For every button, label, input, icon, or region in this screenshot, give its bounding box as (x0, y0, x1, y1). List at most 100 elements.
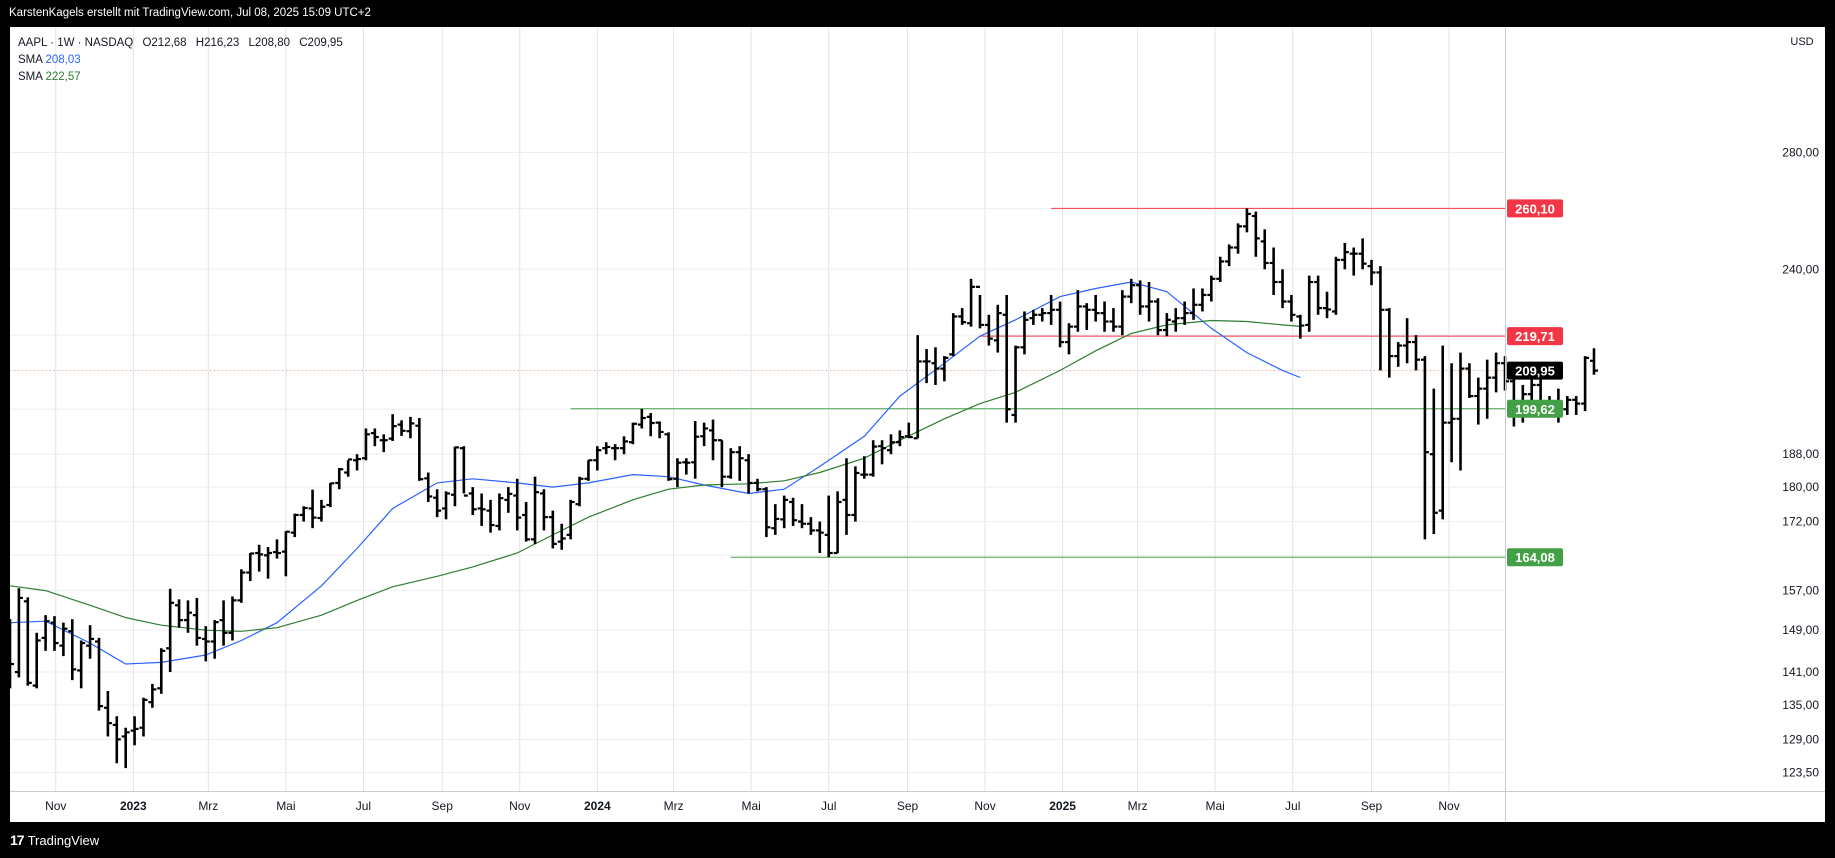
ohlc-bar (1091, 294, 1100, 322)
y-tick-label: 188,00 (1782, 447, 1819, 461)
ohlc-bar (299, 506, 308, 522)
ohlc-bar (201, 626, 210, 662)
ohlc-bar (10, 619, 14, 689)
ohlc-bar (290, 513, 299, 538)
ohlc-bar (628, 422, 637, 445)
legend-sma-fast-value: 208,03 (45, 54, 81, 66)
footer-bar: 17 TradingView (0, 822, 1835, 858)
x-tick-label: Nov (974, 799, 995, 813)
x-tick-label: Jul (821, 799, 836, 813)
ohlc-bar (86, 625, 95, 659)
tradingview-brand[interactable]: 17 TradingView (10, 832, 99, 848)
legend-symbol: AAPL · 1W · NASDAQ (18, 37, 134, 49)
ohlc-bar (335, 468, 344, 490)
ohlc-bar (726, 448, 735, 479)
ohlc-bar (1349, 247, 1358, 276)
x-tick-label: Mai (741, 799, 760, 813)
ohlc-bar (192, 597, 201, 646)
ohlc-bar (700, 422, 709, 447)
ohlc-bar (1064, 323, 1073, 355)
ohlc-bar (14, 588, 23, 678)
ohlc-bar (388, 414, 397, 442)
ohlc-bar (32, 632, 41, 689)
ohlc-bar (1127, 278, 1136, 304)
ohlc-bar (379, 434, 388, 453)
ohlc-bar (655, 421, 664, 439)
ohlc-bar (780, 495, 789, 529)
ohlc-bar (450, 446, 459, 507)
ohlc-bar (637, 408, 646, 429)
ohlc-bar (228, 596, 237, 641)
ohlc-bar (1358, 238, 1367, 270)
ohlc-bar (175, 599, 184, 628)
ohlc-bar (59, 622, 68, 657)
ohlc-bar (1162, 313, 1171, 337)
ohlc-bar (1438, 345, 1447, 520)
legend-open: O212,68 (142, 37, 187, 49)
y-tick-label: 141,00 (1782, 665, 1819, 679)
ohlc-bar (121, 727, 130, 769)
ohlc-bar (1483, 359, 1492, 419)
level-price-label-bg (1507, 548, 1563, 567)
ohlc-bar (531, 476, 540, 544)
ohlc-bar (789, 497, 798, 526)
ohlc-bar (1581, 356, 1590, 412)
ohlc-bar (1563, 396, 1572, 415)
ohlc-bar (1180, 301, 1189, 325)
ohlc-bar (691, 421, 700, 479)
price-chart[interactable]: Nov 2023 Mrz Mai Jul Sep Nov 2024 Mrz Mai Jul Sep No… (10, 27, 1825, 822)
ohlc-bar (593, 446, 602, 471)
ohlc-bar (77, 640, 86, 689)
y-tick-label: 149,00 (1782, 623, 1819, 637)
ohlc-bar (931, 347, 940, 385)
ohlc-bar (459, 446, 468, 497)
ohlc-bar (1011, 345, 1020, 423)
ohlc-bar (486, 499, 495, 533)
ohlc-bar (797, 504, 806, 529)
ohlc-bar (1251, 211, 1260, 257)
ohlc-bar (993, 304, 1002, 353)
ohlc-bar (1171, 308, 1180, 332)
ohlc-bar (326, 482, 335, 508)
y-tick-label: 180,00 (1782, 480, 1819, 494)
chart-legend: AAPL · 1W · NASDAQ O212,68 H216,23 L208,… (18, 35, 349, 86)
axes: Nov 2023 Mrz Mai Jul Sep Nov 2024 Mrz Mai Jul Sep No… (10, 27, 1825, 822)
ohlc-bar (219, 600, 228, 646)
ohlc-bar (566, 499, 575, 540)
x-tick-label: Mrz (664, 799, 684, 813)
chart-frame[interactable]: Nov 2023 Mrz Mai Jul Sep Nov 2024 Mrz Mai Jul Sep No… (10, 27, 1825, 822)
legend-low: L208,80 (248, 37, 291, 49)
ohlc-bar (1465, 363, 1474, 398)
y-tick-label: 129,00 (1782, 732, 1819, 746)
ohlc-bar (1056, 301, 1065, 348)
ohlc-bar (344, 458, 353, 477)
ohlc-bar (1207, 275, 1216, 302)
ohlc-bar (513, 478, 522, 531)
ohlc-bar (646, 413, 655, 437)
level-price-label: 164,08 (1515, 550, 1555, 565)
ohlc-bar (557, 523, 566, 550)
ohlc-bar (895, 430, 904, 447)
ohlc-bar (1403, 318, 1412, 364)
x-tick-label: Sep (897, 799, 919, 813)
chart-caption-bar: KarstenKagels erstellt mit TradingView.c… (0, 0, 1835, 27)
level-price-label-bg (1507, 399, 1563, 418)
brand-name: TradingView (27, 832, 100, 848)
ohlc-bar (1589, 348, 1598, 375)
y-tick-label: 135,00 (1782, 698, 1819, 712)
ohlc-bar (584, 459, 593, 481)
x-tick-label: Mai (1205, 799, 1224, 813)
level-price-label-bg (1507, 327, 1563, 346)
ohlc-bar (575, 476, 584, 507)
ohlc-bar (112, 716, 121, 764)
ohlc-bar (815, 521, 824, 554)
ohlc-bar (166, 588, 175, 673)
ohlc-bar (1260, 229, 1269, 270)
x-tick-label: Jul (356, 799, 371, 813)
ohlc-bar (1456, 352, 1465, 471)
ohlc-bar (869, 440, 878, 477)
legend-close: C209,95 (299, 37, 343, 49)
ohlc-bar (353, 454, 362, 471)
ohlc-bar (548, 510, 557, 549)
ohlc-bar (1474, 377, 1483, 425)
